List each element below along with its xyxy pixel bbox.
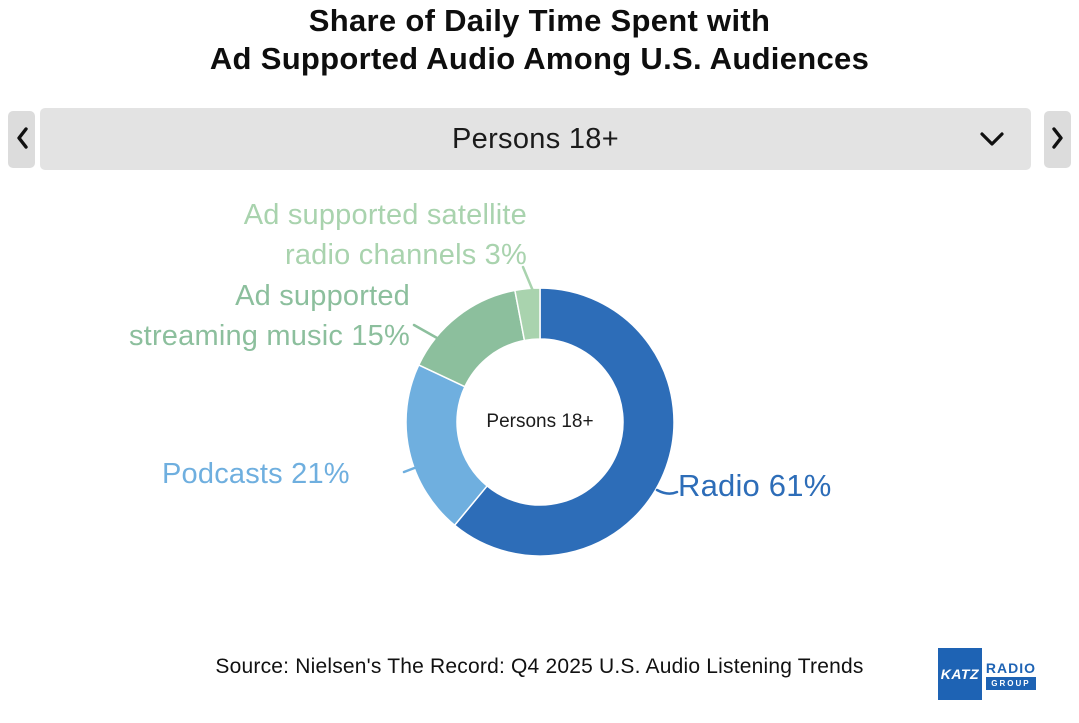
donut-slice-streaming[interactable] [418,289,526,388]
next-audience-button[interactable] [1044,111,1071,168]
donut-chart-svg [405,287,675,557]
logo-right: RADIO GROUP [982,648,1040,700]
katz-radio-group-logo: KATZ RADIO GROUP [937,648,1040,700]
label-podcasts: Podcasts 21% [162,458,350,490]
donut-slice-radio[interactable] [453,287,675,557]
audience-selector-value: Persons 18+ [452,122,619,155]
label-satellite-line2: radio channels 3% [285,239,527,271]
label-streaming-line2: streaming music 15% [128,320,410,352]
donut-chart: Persons 18+ [405,287,675,557]
logo-group-text: GROUP [985,677,1036,690]
prev-audience-button[interactable] [8,111,35,168]
page-title: Share of Daily Time Spent with Ad Suppor… [0,2,1079,78]
label-satellite: Ad supported satellite radio channels 3% [244,195,527,275]
chevron-left-icon [15,126,29,153]
logo-radio-text: RADIO [985,660,1036,676]
chevron-down-icon[interactable] [979,130,1005,148]
donut-slice-podcasts[interactable] [405,364,488,526]
page-title-line1: Share of Daily Time Spent with [308,3,771,38]
page-title-line2: Ad Supported Audio Among U.S. Audiences [209,41,870,76]
logo-katz-text: KATZ [937,648,982,700]
label-radio: Radio 61% [678,468,832,503]
audience-selector[interactable]: Persons 18+ [40,108,1031,170]
label-streaming-line1: Ad supported [235,280,410,312]
label-streaming: Ad supported streaming music 15% [129,276,410,356]
source-text: Source: Nielsen's The Record: Q4 2025 U.… [215,655,864,678]
chevron-right-icon [1051,126,1065,153]
label-satellite-line1: Ad supported satellite [243,199,527,231]
